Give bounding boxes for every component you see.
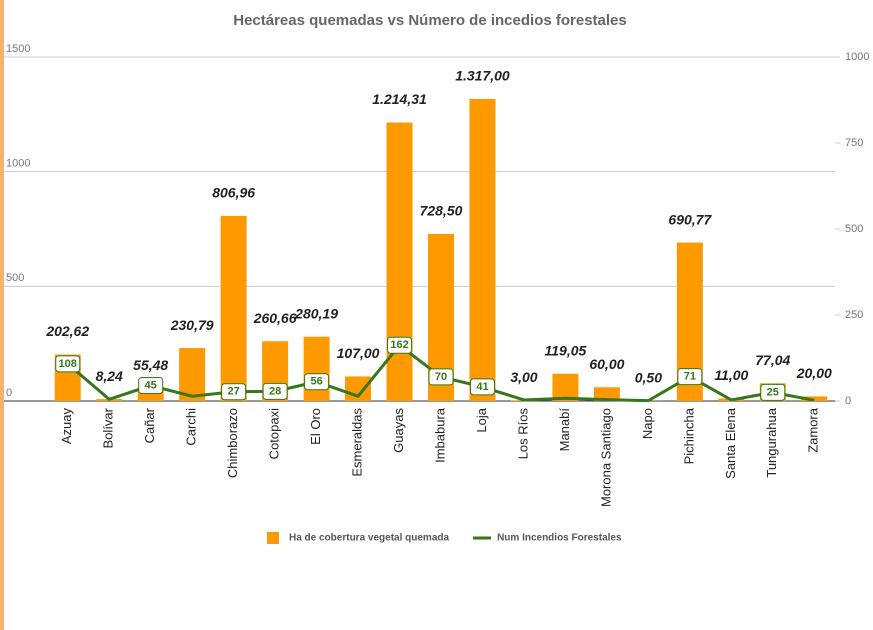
x-tick-label: Los Ríos bbox=[515, 408, 530, 460]
legend-label: Num Incendios Forestales bbox=[497, 533, 622, 544]
line-value-label: 56 bbox=[310, 376, 322, 388]
bar bbox=[304, 337, 330, 401]
x-tick-label: Pichincha bbox=[681, 407, 696, 464]
line-value-label: 28 bbox=[269, 385, 281, 397]
y2-tick-label: 0 bbox=[845, 395, 851, 407]
x-tick-label: Imbabura bbox=[432, 407, 447, 463]
bar bbox=[221, 216, 247, 401]
line-value-label: 162 bbox=[390, 339, 408, 351]
line-value-label: 27 bbox=[228, 386, 240, 398]
line-value-label: 108 bbox=[59, 358, 77, 370]
bar-value-label: 60,00 bbox=[589, 356, 624, 372]
x-tick-label: Chimborazo bbox=[225, 408, 240, 478]
y2-tick-label: 250 bbox=[845, 309, 863, 321]
legend-label: Ha de cobertura vegetal quemada bbox=[289, 533, 449, 544]
bar bbox=[469, 99, 495, 401]
line-value-label: 70 bbox=[435, 371, 447, 383]
bar-value-label: 280,19 bbox=[294, 305, 338, 321]
x-tick-label: Cañar bbox=[142, 407, 157, 443]
x-tick-label: Bolívar bbox=[101, 407, 116, 448]
y-tick-label: 1500 bbox=[6, 43, 30, 55]
y2-tick-label: 750 bbox=[845, 137, 863, 149]
x-tick-label: Guayas bbox=[391, 408, 406, 453]
x-tick-label: El Oro bbox=[308, 408, 323, 445]
bar-value-label: 260,66 bbox=[253, 310, 297, 326]
x-tick-label: Morona Santiago bbox=[598, 408, 613, 507]
chart-title: Hectáreas quemadas vs Número de incedios… bbox=[233, 12, 627, 29]
y2-tick-label: 1000 bbox=[845, 51, 869, 63]
x-tick-label: Santa Elena bbox=[723, 407, 738, 479]
bar-value-label: 728,50 bbox=[420, 203, 463, 219]
bar-value-label: 55,48 bbox=[133, 357, 168, 373]
x-tick-label: Esmeraldas bbox=[349, 408, 364, 477]
bar-value-label: 20,00 bbox=[796, 365, 832, 381]
bar-value-label: 0,50 bbox=[635, 370, 662, 386]
bar-value-label: 119,05 bbox=[545, 342, 587, 358]
bar-value-label: 11,00 bbox=[714, 367, 748, 383]
chart: Hectáreas quemadas vs Número de incedios… bbox=[0, 0, 873, 630]
bar-value-label: 1.317,00 bbox=[455, 68, 510, 84]
x-tick-label: Cotopaxi bbox=[267, 408, 282, 459]
x-tick-label: Azuay bbox=[59, 408, 74, 445]
x-tick-label: Loja bbox=[474, 407, 489, 432]
x-tick-label: Tungurahua bbox=[764, 407, 779, 477]
x-tick-label: Manabí bbox=[557, 408, 572, 452]
bar-value-label: 202,62 bbox=[45, 323, 89, 339]
line-value-label: 71 bbox=[684, 370, 696, 382]
y2-tick-label: 500 bbox=[845, 223, 863, 235]
bar-value-label: 77,04 bbox=[755, 352, 790, 368]
bar-value-label: 3,00 bbox=[510, 369, 537, 385]
bar-value-label: 690,77 bbox=[668, 211, 712, 227]
x-tick-label: Zamora bbox=[806, 407, 821, 453]
y-tick-label: 500 bbox=[6, 272, 24, 284]
line-value-label: 45 bbox=[145, 379, 157, 391]
bar-value-label: 8,24 bbox=[96, 368, 123, 384]
bar bbox=[387, 123, 413, 401]
edge-strip bbox=[0, 0, 4, 630]
bar-value-label: 107,00 bbox=[337, 345, 380, 361]
x-tick-label: Carchi bbox=[184, 408, 199, 446]
legend-swatch bbox=[267, 532, 279, 544]
y-tick-label: 0 bbox=[6, 387, 12, 399]
bar-value-label: 230,79 bbox=[170, 317, 214, 333]
bar-value-label: 1.214,31 bbox=[372, 91, 427, 107]
line-value-label: 41 bbox=[476, 381, 488, 393]
x-tick-label: Napo bbox=[640, 408, 655, 439]
line-value-label: 25 bbox=[767, 386, 779, 398]
bar-value-label: 806,96 bbox=[212, 185, 255, 201]
y-tick-label: 1000 bbox=[6, 158, 30, 170]
